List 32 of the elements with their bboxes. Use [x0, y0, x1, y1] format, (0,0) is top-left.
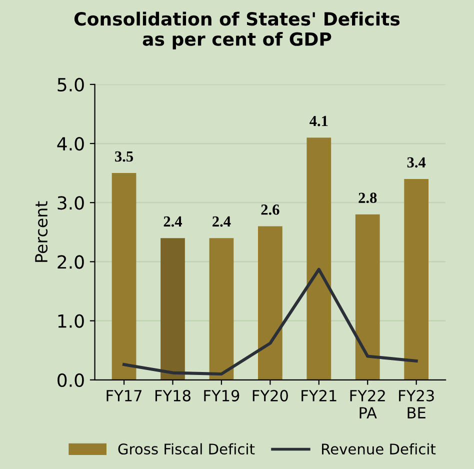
x-tick-label: FY18 [155, 390, 190, 402]
data-label: 2.4 [212, 216, 231, 227]
data-label: 4.1 [310, 116, 328, 126]
bar [258, 226, 282, 380]
x-tick-label: FY20 [252, 390, 288, 402]
bar [404, 178, 429, 380]
x-tick-label: FY17 [106, 390, 142, 402]
bar [306, 138, 332, 380]
data-label: 2.6 [261, 204, 280, 215]
bar [112, 173, 136, 380]
x-tick-label: FY21 [302, 390, 336, 402]
data-label: 3.5 [115, 151, 134, 162]
bar [160, 238, 185, 380]
y-tick-label: 0.0 [58, 373, 84, 388]
legend-label: Gross Fiscal Deficit [118, 443, 255, 455]
x-tick-label: FY19 [204, 390, 240, 402]
y-tick-label: 5.0 [58, 78, 84, 92]
bar [355, 214, 380, 380]
legend-label: Revenue Deficit [322, 443, 436, 455]
data-label: 2.8 [358, 192, 377, 204]
y-tick-label: 1.0 [58, 314, 84, 328]
bar [209, 238, 234, 380]
x-tick-label: FY23 BE [399, 390, 434, 418]
line-series [122, 268, 418, 376]
data-label: 3.4 [407, 157, 426, 168]
y-tick-label: 4.0 [57, 136, 84, 151]
y-tick-label: 3.0 [58, 196, 84, 210]
y-axis-title: Percent [35, 201, 48, 262]
data-label: 2.4 [164, 216, 182, 227]
x-tick-label: FY22 PA [350, 390, 385, 418]
y-tick-label: 2.0 [58, 255, 84, 269]
chart-title: Consolidation of States' Deficits as per cent of GDP [74, 12, 400, 50]
